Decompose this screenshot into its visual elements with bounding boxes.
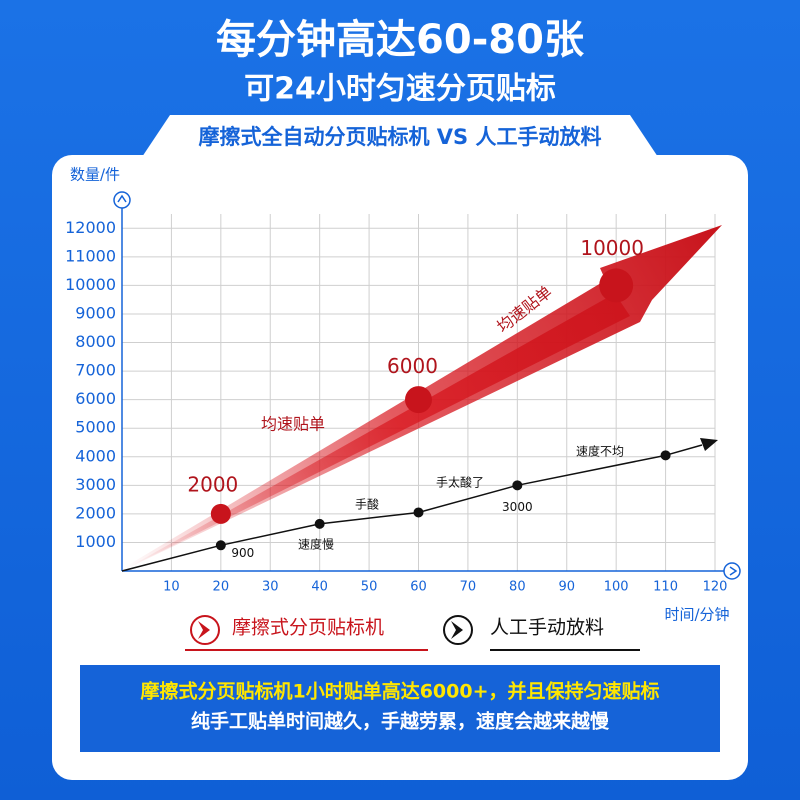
y-tick-label: 4000 [75,446,116,465]
footer-line: 纯手工贴单时间越久，手越劳累，速度会越来越慢 [191,710,610,733]
axis-arrow [723,562,741,580]
y-tick-label: 8000 [75,332,116,351]
arrow-head [700,438,718,451]
series-line-lead [121,544,222,572]
trend-arrow-body [122,280,630,571]
annotation: 速度不均 [576,444,624,459]
legend: 摩擦式分页贴标机 人工手动放料 [185,615,640,651]
y-tick-label: 12000 [65,218,116,237]
x-tick-label: 20 [213,580,230,595]
data-point [512,480,523,491]
x-tick-label: 50 [361,580,378,595]
axis-arrow [113,191,131,209]
x-axis-label: 时间/分钟 [664,606,729,624]
x-tick-label: 10 [163,580,180,595]
header-title: 每分钟高达60-80张 [216,17,584,63]
data-point [405,386,432,414]
x-tick-label: 40 [311,580,328,595]
y-tick-label: 2000 [75,503,116,522]
data-label: 6000 [387,354,438,378]
x-tick-label: 30 [262,580,279,595]
legend-icon-arrow [451,621,463,639]
plot: 10 20 30 40 50 60 70 80 90 100 110 120 1000 2000 3000 4… [65,191,741,595]
legend-label: 摩擦式分页贴标机 [232,617,384,639]
y-axis-label: 数量/件 [70,166,120,184]
data-label: 3000 [502,500,533,514]
data-point [210,503,231,524]
data-point [215,540,226,551]
footer-box [80,665,720,752]
series-line-tail [665,444,703,457]
legend-icon-arrow [198,621,210,639]
data-point [599,268,634,303]
y-tick-label: 10000 [65,275,116,294]
x-tick-label: 80 [509,580,526,595]
annotation: 手太酸了 [436,475,484,490]
x-tick-label: 70 [460,580,477,595]
annotation: 速度慢 [298,537,334,552]
y-tick-label: 6000 [75,389,116,408]
title-tab [140,115,660,160]
trend-arrow [122,225,722,571]
footer-line: 摩擦式分页贴标机1小时贴单高达6000+，并且保持匀速贴标 [140,680,659,703]
y-tick-label: 5000 [75,418,116,437]
x-tick-label: 110 [653,580,678,595]
y-tick-label: 9000 [75,303,116,322]
data-point [314,518,325,529]
axis-arrow [117,194,127,203]
axis-arrow [729,566,738,576]
legend-label: 人工手动放料 [490,617,604,639]
y-tick-label: 11000 [65,246,116,265]
data-label: 2000 [187,472,238,496]
header-subtitle: 可24小时匀速分页贴标 [244,72,556,107]
y-tick-label: 7000 [75,361,116,380]
y-tick-label: 1000 [75,532,116,551]
chart-title: 摩擦式全自动分页贴标机 VS 人工手动放料 [199,125,602,149]
data-point [660,450,671,461]
y-tick-label: 3000 [75,475,116,494]
data-label: 10000 [580,236,644,260]
data-point [413,507,424,518]
annotation: 手酸 [355,497,379,512]
x-tick-label: 120 [703,580,728,595]
x-tick-label: 90 [558,580,575,595]
annotation: 均速贴单 [261,415,325,434]
x-tick-label: 60 [410,580,427,595]
data-label: 900 [231,546,254,560]
x-tick-label: 100 [604,580,629,595]
